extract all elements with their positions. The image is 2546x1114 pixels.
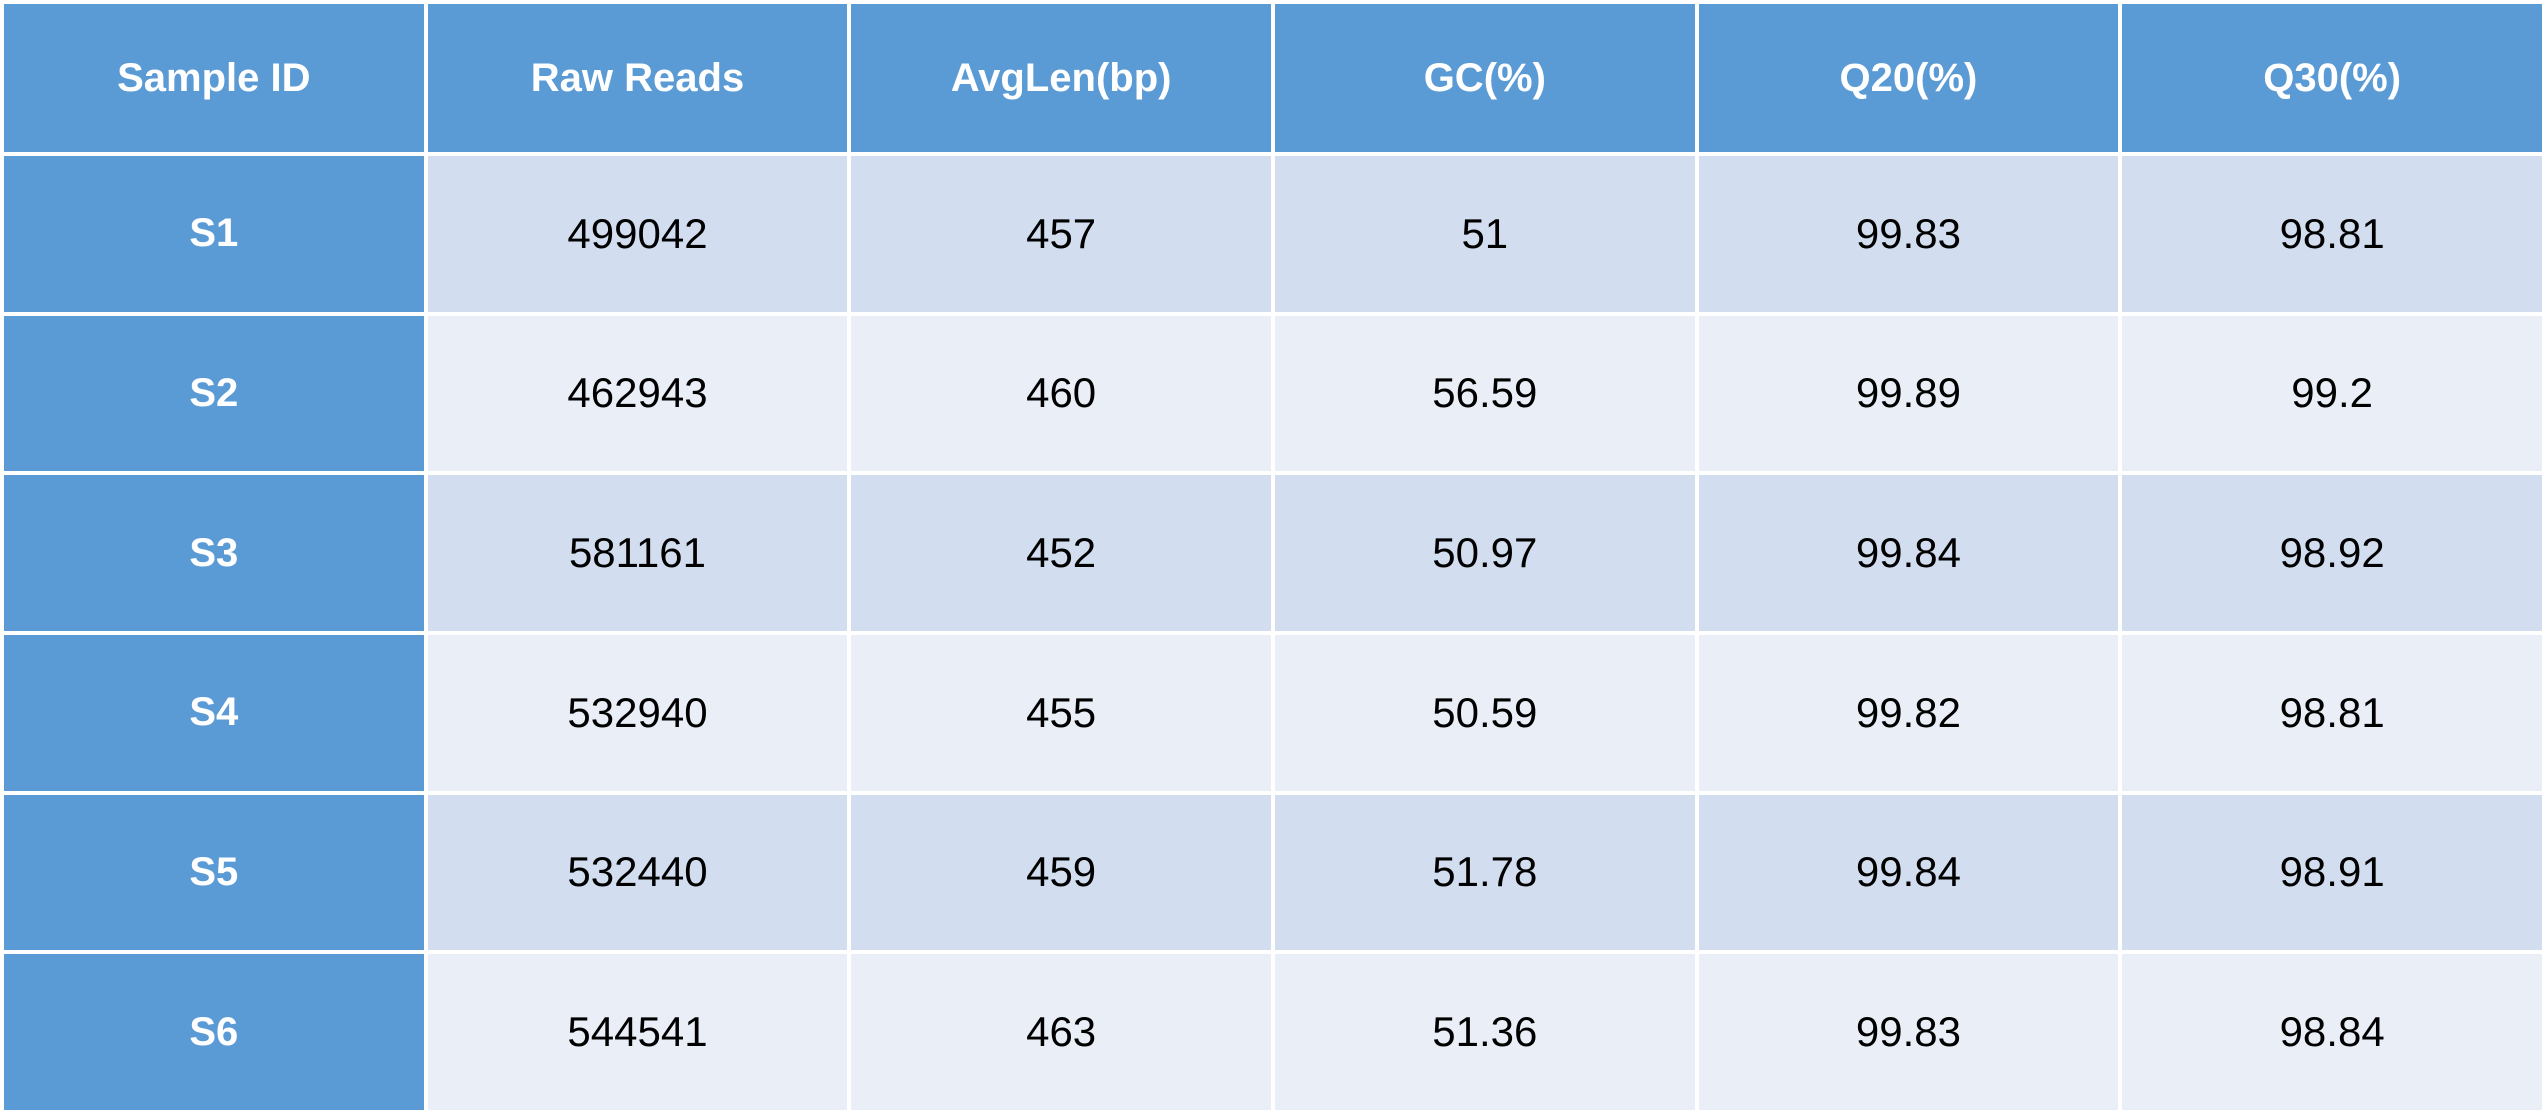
table-row: S2 462943 460 56.59 99.89 99.2 xyxy=(4,315,2542,472)
cell-raw-reads: 544541 xyxy=(427,954,848,1110)
cell-q30: 98.91 xyxy=(2122,794,2542,951)
column-header-raw-reads: Raw Reads xyxy=(427,4,848,152)
column-header-q30: Q30(%) xyxy=(2122,4,2542,152)
cell-gc: 51.78 xyxy=(1274,794,1695,951)
cell-raw-reads: 532440 xyxy=(427,794,848,951)
cell-q20: 99.84 xyxy=(1698,794,2119,951)
table-row: S5 532440 459 51.78 99.84 98.91 xyxy=(4,794,2542,951)
table-row: S1 499042 457 51 99.83 98.81 xyxy=(4,156,2542,312)
cell-gc: 51.36 xyxy=(1274,954,1695,1110)
cell-raw-reads: 462943 xyxy=(427,315,848,472)
row-sample-id: S2 xyxy=(4,315,424,472)
cell-raw-reads: 499042 xyxy=(427,156,848,312)
column-header-avglen: AvgLen(bp) xyxy=(851,4,1271,152)
cell-gc: 51 xyxy=(1274,156,1695,312)
column-header-gc: GC(%) xyxy=(1274,4,1695,152)
cell-avglen: 463 xyxy=(851,954,1271,1110)
cell-q20: 99.83 xyxy=(1698,954,2119,1110)
cell-q30: 98.92 xyxy=(2122,475,2542,631)
row-sample-id: S6 xyxy=(4,954,424,1110)
table-header: Sample ID Raw Reads AvgLen(bp) GC(%) Q20… xyxy=(4,4,2542,152)
cell-gc: 50.59 xyxy=(1274,634,1695,791)
cell-avglen: 460 xyxy=(851,315,1271,472)
cell-q20: 99.89 xyxy=(1698,315,2119,472)
cell-q30: 98.81 xyxy=(2122,634,2542,791)
row-sample-id: S1 xyxy=(4,156,424,312)
table-row: S3 581161 452 50.97 99.84 98.92 xyxy=(4,475,2542,631)
header-row: Sample ID Raw Reads AvgLen(bp) GC(%) Q20… xyxy=(4,4,2542,152)
row-sample-id: S5 xyxy=(4,794,424,951)
cell-gc: 50.97 xyxy=(1274,475,1695,631)
row-sample-id: S4 xyxy=(4,634,424,791)
table-row: S4 532940 455 50.59 99.82 98.81 xyxy=(4,634,2542,791)
cell-avglen: 457 xyxy=(851,156,1271,312)
cell-avglen: 459 xyxy=(851,794,1271,951)
column-header-q20: Q20(%) xyxy=(1698,4,2119,152)
row-sample-id: S3 xyxy=(4,475,424,631)
table-row: S6 544541 463 51.36 99.83 98.84 xyxy=(4,954,2542,1110)
cell-q30: 98.81 xyxy=(2122,156,2542,312)
cell-q20: 99.84 xyxy=(1698,475,2119,631)
cell-avglen: 452 xyxy=(851,475,1271,631)
cell-q30: 98.84 xyxy=(2122,954,2542,1110)
cell-raw-reads: 581161 xyxy=(427,475,848,631)
cell-q20: 99.82 xyxy=(1698,634,2119,791)
table-body: S1 499042 457 51 99.83 98.81 S2 462943 4… xyxy=(4,156,2542,1110)
cell-raw-reads: 532940 xyxy=(427,634,848,791)
cell-q30: 99.2 xyxy=(2122,315,2542,472)
column-header-sample-id: Sample ID xyxy=(4,4,424,152)
cell-gc: 56.59 xyxy=(1274,315,1695,472)
cell-avglen: 455 xyxy=(851,634,1271,791)
cell-q20: 99.83 xyxy=(1698,156,2119,312)
